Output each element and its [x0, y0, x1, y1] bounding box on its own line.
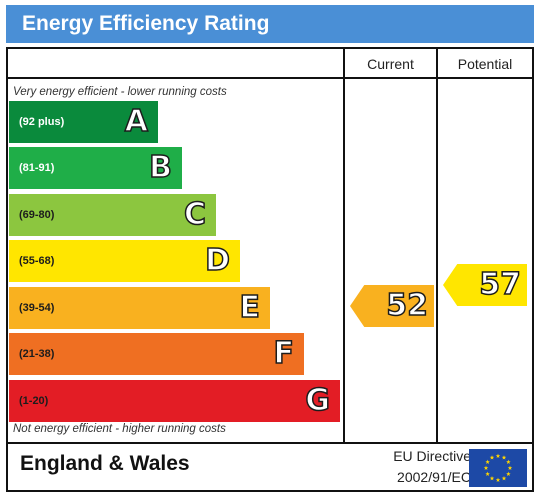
eu-star-icon [495, 453, 501, 458]
band-d: (55-68) D [9, 240, 240, 282]
potential-column-header: Potential [457, 56, 513, 72]
band-letter: C [183, 196, 207, 233]
eu-star-icon [501, 455, 507, 460]
header-row-divider [6, 77, 534, 79]
potential-column-divider [436, 47, 438, 444]
eu-star-icon [485, 471, 490, 476]
band-letter: D [204, 242, 230, 279]
band-letter: E [239, 289, 261, 326]
band-range-label: (39-54) [19, 302, 55, 314]
eu-star-icon [506, 471, 511, 476]
current-rating-arrow: 52 [350, 285, 434, 327]
band-letter: G [305, 382, 331, 419]
directive-line-2: 2002/91/EC [397, 469, 471, 485]
current-rating-value: 52 [386, 287, 429, 324]
band-range-label: (92 plus) [19, 116, 65, 128]
band-range-label: (55-68) [19, 255, 55, 267]
band-range-label: (21-38) [19, 348, 55, 360]
bottom-caption: Not energy efficient - higher running co… [13, 423, 226, 435]
eu-star-icon [485, 459, 490, 464]
band-a: (92 plus) A [9, 101, 158, 143]
current-column-header: Current [367, 56, 414, 72]
eu-star-icon [507, 465, 513, 470]
rating-frame [6, 47, 534, 492]
directive-line-1: EU Directive [393, 448, 471, 464]
eu-flag-icon [469, 449, 527, 487]
eu-star-icon [501, 475, 507, 481]
potential-rating-value: 57 [479, 266, 522, 303]
eu-star-icon [483, 465, 489, 470]
band-range-label: (1-20) [19, 395, 49, 407]
footer-divider [6, 442, 534, 444]
eu-star-icon [506, 459, 511, 464]
eu-star-icon [489, 455, 495, 460]
potential-rating-arrow: 57 [443, 264, 527, 306]
eu-star-icon [489, 475, 495, 481]
band-letter: F [273, 335, 295, 372]
band-range-label: (69-80) [19, 209, 55, 221]
band-letter: A [124, 103, 149, 140]
current-column-divider [343, 47, 345, 444]
top-caption: Very energy efficient - lower running co… [13, 86, 227, 98]
footer-country: England & Wales [20, 452, 190, 475]
band-b: (81-91) B [9, 147, 182, 189]
band-g: (1-20) G [9, 380, 340, 422]
band-range-label: (81-91) [19, 162, 55, 174]
band-f: (21-38) F [9, 333, 304, 375]
band-c: (69-80) C [9, 194, 216, 236]
eu-star-icon [495, 477, 501, 482]
band-e: (39-54) E [9, 287, 270, 329]
band-letter: B [148, 149, 172, 186]
page-title: Energy Efficiency Rating [6, 5, 534, 43]
